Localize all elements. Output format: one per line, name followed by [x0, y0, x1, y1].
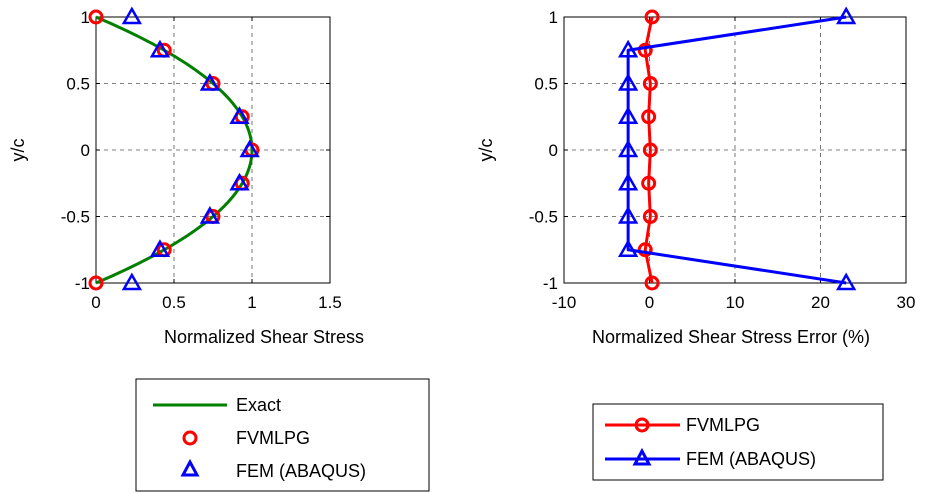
- y-tick-label: -1: [543, 274, 558, 293]
- y-tick-label: -0.5: [61, 208, 90, 227]
- fem-abaqus-point: [617, 39, 639, 58]
- left-plot: 0 0.5 1 1.5 -1 -0.5 0 0.5 1 Normalized Shear Str…: [8, 6, 364, 347]
- fem-abaqus-point: [239, 139, 260, 158]
- y-tick-label: 0: [81, 141, 90, 160]
- fvmlpg-point: [88, 9, 104, 25]
- legend2-fvmlpg-marker: [634, 417, 650, 433]
- left-xlabel: Normalized Shear Stress: [164, 327, 364, 347]
- right-xlabel: Normalized Shear Stress Error (%): [592, 327, 870, 347]
- fem-abaqus-point: [617, 139, 639, 158]
- legend2-fem-marker: [632, 447, 652, 466]
- fvmlpg-point: [637, 242, 653, 258]
- x-tick-label: 1.5: [318, 293, 342, 312]
- y-tick-label: 1: [81, 8, 90, 27]
- fvmlpg-line: [643, 16, 654, 284]
- fem-abaqus-point: [617, 106, 639, 124]
- y-tick-label: 0: [549, 141, 558, 160]
- fem-abaqus-point: [229, 106, 250, 124]
- y-tick-label: -1: [75, 274, 90, 293]
- fem-abaqus-point: [617, 239, 639, 257]
- fem-abaqus-point: [149, 39, 171, 58]
- left-ylabel: y/c: [8, 138, 28, 161]
- left-series: [88, 6, 260, 291]
- x-tick-label: 0.5: [162, 293, 186, 312]
- right-legend-box: [592, 403, 884, 481]
- right-plot: -10 0 10 20 30 -1 -0.5 0 0.5 1 Normalized Shear S…: [476, 6, 916, 347]
- legend2-fem-label: FEM (ABAQUS): [686, 449, 816, 469]
- fvmlpg-point: [642, 142, 658, 158]
- fvmlpg-point: [641, 109, 657, 125]
- legend-fvmlpg-marker: [182, 430, 198, 446]
- fem-abaqus-point: [121, 272, 143, 291]
- legend-fem-label: FEM (ABAQUS): [236, 461, 366, 481]
- right-ticks: -10 0 10 20 30 -1 -0.5 0 0.5 1: [529, 8, 916, 312]
- fem-abaqus-point: [199, 205, 221, 224]
- fvmlpg-point: [644, 9, 660, 25]
- right-legend: FVMLPG FEM (ABAQUS): [592, 403, 884, 481]
- fem-abaqus-line: [626, 15, 847, 285]
- right-grid: [564, 17, 906, 283]
- fem-abaqus-point: [835, 6, 857, 25]
- right-ylabel: y/c: [476, 138, 496, 161]
- fem-abaqus-point: [121, 6, 143, 25]
- legend2-fvmlpg-label: FVMLPG: [686, 415, 760, 435]
- fem-abaqus-point: [617, 172, 639, 191]
- x-tick-label: -10: [552, 293, 577, 312]
- left-grid: [96, 17, 330, 283]
- x-tick-label: 0: [645, 293, 654, 312]
- fem-abaqus-point: [149, 239, 171, 257]
- fvmlpg-point: [642, 76, 658, 91]
- fem-abaqus-point: [617, 205, 639, 224]
- legend-fvmlpg-label: FVMLPG: [236, 428, 310, 448]
- fem-abaqus-point: [617, 72, 639, 91]
- right-series: [617, 6, 857, 291]
- fvmlpg-point: [637, 42, 653, 58]
- exact-line: [95, 15, 254, 285]
- fvmlpg-point: [641, 175, 657, 191]
- fvmlpg-point: [644, 275, 660, 291]
- x-tick-label: 10: [726, 293, 745, 312]
- left-ticks: 0 0.5 1 1.5 -1 -0.5 0 0.5 1: [61, 8, 342, 312]
- legend-fem-marker: [180, 458, 200, 477]
- fvmlpg-point: [88, 275, 104, 291]
- y-tick-label: 0.5: [534, 75, 558, 94]
- fem-abaqus-point: [199, 72, 221, 91]
- legend-exact-label: Exact: [236, 395, 281, 415]
- fvmlpg-point: [642, 209, 658, 224]
- left-legend: Exact FVMLPG FEM (ABAQUS): [135, 378, 430, 492]
- x-tick-label: 30: [897, 293, 916, 312]
- x-tick-label: 1: [247, 293, 256, 312]
- x-tick-label: 20: [811, 293, 830, 312]
- fem-abaqus-point: [229, 172, 250, 191]
- x-tick-label: 0: [91, 293, 100, 312]
- y-tick-label: -0.5: [529, 208, 558, 227]
- y-tick-label: 0.5: [66, 75, 90, 94]
- fem-abaqus-point: [835, 272, 857, 291]
- y-tick-label: 1: [549, 8, 558, 27]
